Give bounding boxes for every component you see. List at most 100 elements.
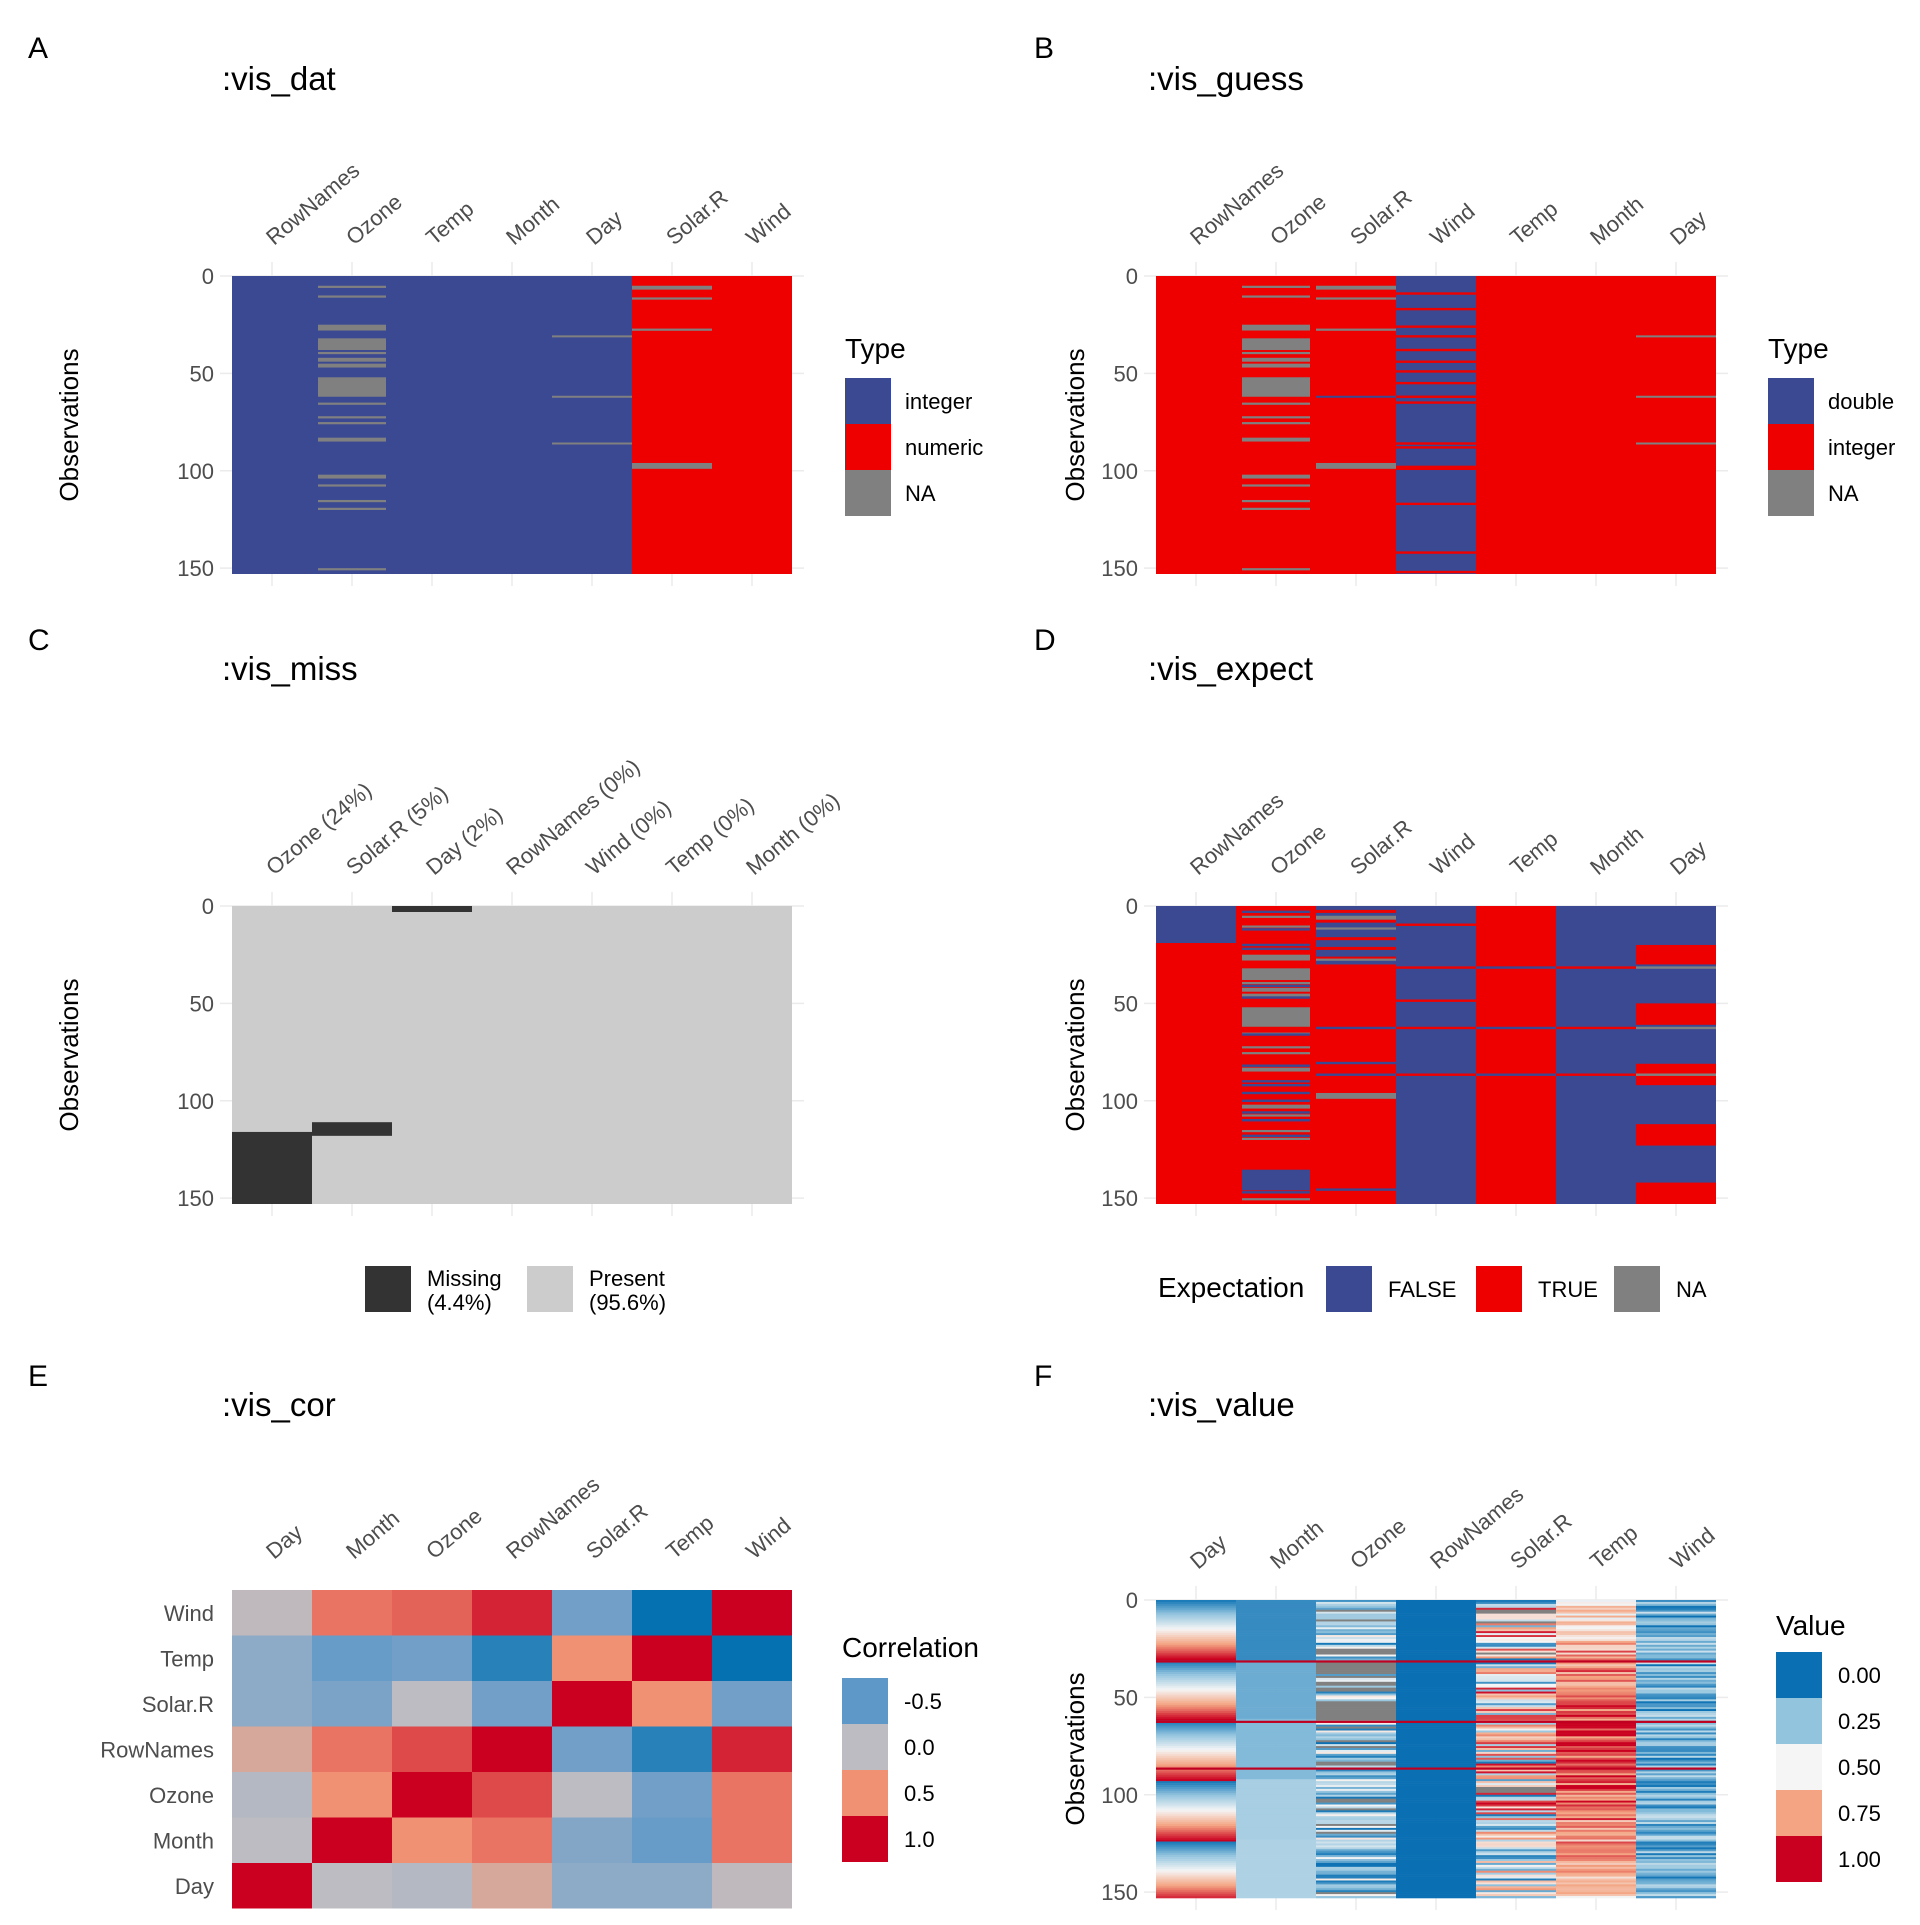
value-cell — [1636, 1753, 1716, 1757]
false-mark — [1242, 1191, 1310, 1194]
value-cell — [1156, 1685, 1236, 1688]
value-cell — [1316, 1825, 1396, 1829]
correlation-cell — [392, 1772, 472, 1818]
value-cell — [1476, 1781, 1556, 1784]
value-cell — [1636, 1740, 1716, 1743]
value-cell — [1156, 1835, 1236, 1838]
value-cell — [1396, 1640, 1476, 1644]
value-cell — [1156, 1827, 1236, 1831]
value-cell — [1636, 1662, 1716, 1665]
correlation-cell — [392, 1590, 472, 1636]
value-cell — [1396, 1732, 1476, 1735]
value-cell — [1636, 1724, 1716, 1727]
value-cell — [1476, 1864, 1556, 1868]
value-cell — [1396, 1736, 1476, 1739]
value-cell — [1636, 1849, 1716, 1852]
legend-key — [1476, 1266, 1522, 1312]
value-cell — [1556, 1625, 1636, 1628]
value-cell — [1476, 1798, 1556, 1801]
legend-key — [845, 424, 891, 470]
x-tick-label: Day — [261, 1520, 307, 1564]
value-cell — [1236, 1695, 1316, 1698]
value-cell — [1156, 1664, 1236, 1667]
na-mark — [1242, 437, 1310, 442]
correlation-cell — [552, 1635, 632, 1681]
value-cell — [1396, 1685, 1476, 1688]
value-cell — [1156, 1864, 1236, 1868]
value-cell — [1316, 1650, 1396, 1653]
value-cell — [1636, 1796, 1716, 1799]
correlation-cell — [392, 1726, 472, 1772]
value-cell — [1396, 1818, 1476, 1821]
x-tick-label: Month — [501, 191, 564, 249]
value-cell — [1396, 1730, 1476, 1733]
value-cell — [1396, 1701, 1476, 1704]
value-cell — [1556, 1827, 1636, 1831]
value-cell — [1476, 1668, 1556, 1671]
value-cell — [1156, 1847, 1236, 1850]
y-tick-label: 50 — [190, 991, 214, 1016]
value-cell — [1156, 1781, 1236, 1784]
value-cell — [1236, 1666, 1316, 1669]
na-mark — [318, 507, 386, 510]
value-cell — [1476, 1654, 1556, 1657]
correlation-cell — [472, 1681, 552, 1727]
value-cell — [1396, 1757, 1476, 1761]
value-cell — [1316, 1864, 1396, 1868]
value-cell — [1396, 1847, 1476, 1850]
na-mark — [1242, 499, 1310, 503]
value-cell — [1316, 1816, 1396, 1819]
value-cell — [1476, 1650, 1556, 1653]
value-cell — [1156, 1662, 1236, 1665]
value-cell — [1316, 1683, 1396, 1686]
value-cell — [1636, 1779, 1716, 1782]
value-cell — [1236, 1644, 1316, 1648]
na-mark — [632, 285, 712, 290]
value-cell — [1476, 1652, 1556, 1655]
value-cell — [1476, 1792, 1556, 1796]
value-cell — [1156, 1703, 1236, 1706]
value-cell — [1316, 1769, 1396, 1772]
value-cell — [1636, 1707, 1716, 1710]
value-cell — [1236, 1728, 1316, 1731]
value-cell — [1556, 1674, 1636, 1677]
na-mark — [1242, 416, 1310, 419]
legend-label: FALSE — [1388, 1277, 1456, 1302]
value-cell — [1396, 1601, 1476, 1605]
y-tick-label: 50 — [1114, 361, 1138, 386]
value-cell — [1396, 1668, 1476, 1671]
value-cell — [1156, 1674, 1236, 1677]
na-mark — [318, 402, 386, 405]
value-cell — [1396, 1664, 1476, 1667]
true-mark — [1316, 909, 1396, 913]
value-cell — [1636, 1693, 1716, 1696]
na-mark — [1316, 297, 1396, 300]
correlation-cell — [552, 1590, 632, 1636]
value-cell — [1556, 1607, 1636, 1611]
value-cell — [1476, 1804, 1556, 1807]
value-cell — [1236, 1699, 1316, 1702]
value-cell — [1476, 1761, 1556, 1764]
correlation-cell — [632, 1681, 712, 1727]
value-cell — [1316, 1668, 1396, 1671]
value-cell — [1476, 1806, 1556, 1809]
value-cell — [1316, 1654, 1396, 1657]
value-cell — [1396, 1726, 1476, 1729]
false-mark — [1242, 910, 1310, 914]
value-cell — [1236, 1874, 1316, 1877]
value-cell — [1476, 1687, 1556, 1690]
value-cell — [1156, 1810, 1236, 1813]
correlation-cell — [472, 1635, 552, 1681]
value-cell — [1476, 1611, 1556, 1614]
na-mark — [1396, 442, 1476, 445]
value-cell — [1396, 1753, 1476, 1757]
value-cell — [1236, 1810, 1316, 1813]
value-cell — [1236, 1697, 1316, 1700]
value-cell — [1476, 1796, 1556, 1799]
value-cell — [1236, 1886, 1316, 1889]
value-cell — [1316, 1664, 1396, 1667]
value-cell — [1556, 1695, 1636, 1698]
value-cell — [1396, 1839, 1476, 1842]
value-cell — [1316, 1839, 1396, 1842]
value-cell — [1556, 1788, 1636, 1792]
